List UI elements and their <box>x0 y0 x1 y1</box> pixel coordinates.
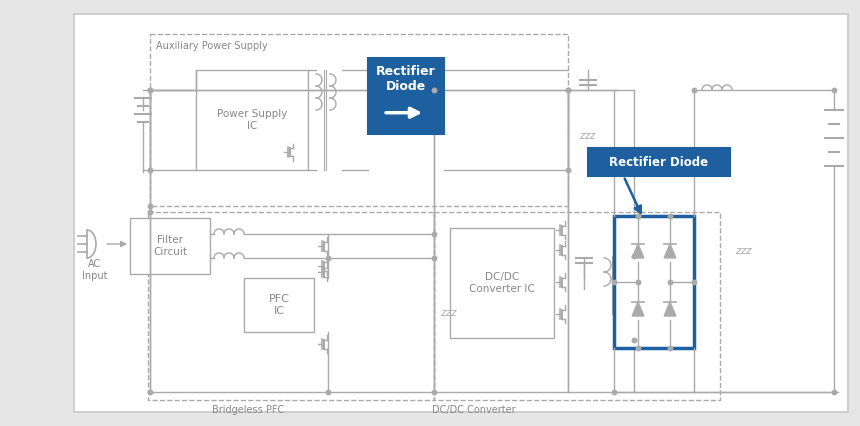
Bar <box>148 212 434 400</box>
Bar <box>434 212 720 400</box>
Point <box>607 279 621 285</box>
Point <box>827 389 841 395</box>
Text: Rectifier
Diode: Rectifier Diode <box>376 65 436 93</box>
Point <box>631 213 645 219</box>
Text: Auxiliary Power Supply: Auxiliary Power Supply <box>156 41 267 51</box>
Point <box>143 389 157 395</box>
Bar <box>150 34 568 206</box>
Text: AC
Input: AC Input <box>83 259 108 281</box>
Bar <box>196 70 308 170</box>
Point <box>143 203 157 210</box>
Text: Power Supply
IC: Power Supply IC <box>217 109 287 131</box>
Bar <box>588 148 730 176</box>
Point <box>687 86 701 93</box>
Point <box>627 337 641 343</box>
Text: $\mathit{zzz}$: $\mathit{zzz}$ <box>580 131 597 141</box>
Point <box>427 86 441 93</box>
Point <box>143 167 157 173</box>
Point <box>631 345 645 351</box>
Point <box>663 345 677 351</box>
Text: Rectifier Diode: Rectifier Diode <box>610 155 709 169</box>
Point <box>663 213 677 219</box>
Bar <box>450 228 554 338</box>
Text: $\mathit{zzz}$: $\mathit{zzz}$ <box>439 308 458 318</box>
Text: $\mathit{zzz}$: $\mathit{zzz}$ <box>734 246 753 256</box>
Polygon shape <box>632 302 644 316</box>
Bar <box>130 218 210 274</box>
Bar <box>614 216 694 348</box>
Polygon shape <box>664 302 676 316</box>
Point <box>827 86 841 93</box>
Point <box>561 86 574 93</box>
Point <box>143 86 157 93</box>
Text: Filter
Circuit: Filter Circuit <box>153 235 187 257</box>
Point <box>627 253 641 259</box>
Point <box>561 167 574 173</box>
Point <box>321 255 335 262</box>
Text: DC/DC Converter: DC/DC Converter <box>433 405 516 415</box>
Point <box>607 389 621 395</box>
Point <box>561 86 574 93</box>
Text: PFC
IC: PFC IC <box>268 294 290 316</box>
Bar <box>368 58 444 134</box>
Point <box>143 209 157 216</box>
Point <box>427 389 441 395</box>
Point <box>427 255 441 262</box>
Point <box>427 230 441 237</box>
Point <box>143 86 157 93</box>
Polygon shape <box>664 244 676 258</box>
Point <box>321 389 335 395</box>
Text: DC/DC
Converter IC: DC/DC Converter IC <box>469 272 535 294</box>
Point <box>687 279 701 285</box>
Bar <box>244 278 314 332</box>
Point <box>663 279 677 285</box>
Polygon shape <box>632 244 644 258</box>
Point <box>631 279 645 285</box>
Text: Bridgeless PFC: Bridgeless PFC <box>212 405 284 415</box>
